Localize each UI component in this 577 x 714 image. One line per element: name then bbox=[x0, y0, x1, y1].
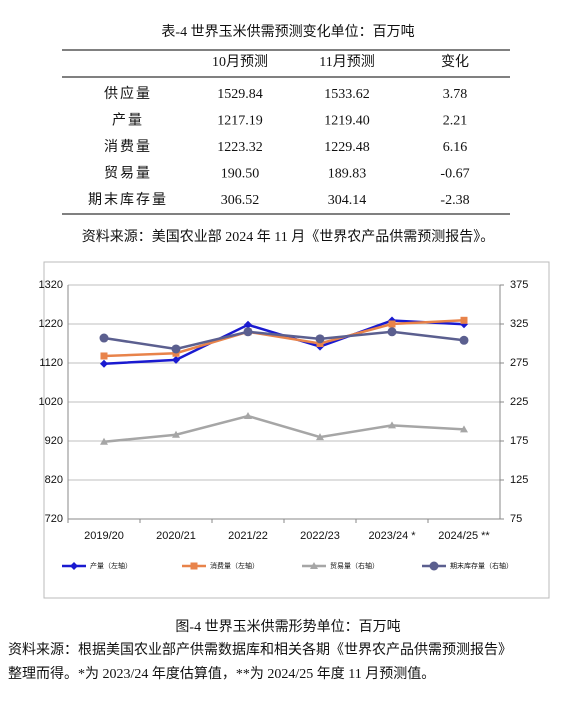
table-cell: 3.78 bbox=[443, 87, 468, 102]
table-cell: 1533.62 bbox=[324, 87, 370, 102]
y-tick-label: 720 bbox=[45, 513, 63, 525]
x-tick-label: 2021/22 bbox=[228, 530, 268, 542]
point bbox=[316, 433, 324, 441]
series-line bbox=[103, 330, 465, 351]
row-label: 贸易量 bbox=[104, 166, 152, 182]
y-tick-label: 1220 bbox=[39, 318, 63, 330]
legend-label: 产量（左轴） bbox=[90, 561, 132, 570]
point bbox=[244, 320, 252, 329]
x-tick-label: 2022/23 bbox=[300, 530, 340, 542]
point bbox=[459, 335, 469, 345]
y-tick-label: 1120 bbox=[39, 357, 63, 369]
table-cell: 189.83 bbox=[328, 167, 367, 182]
table-cell: 190.50 bbox=[221, 167, 260, 182]
y2-tick-label: 325 bbox=[510, 318, 528, 330]
table-header: 11月预测 bbox=[319, 54, 374, 70]
table-cell: 2.21 bbox=[443, 114, 468, 129]
x-tick-label: 2023/24 * bbox=[368, 530, 416, 542]
note-line: 整理而得。*为 2023/24 年度估算值，**为 2024/25 年度 11 … bbox=[8, 665, 435, 682]
table-cell: 304.14 bbox=[328, 193, 367, 208]
point bbox=[388, 320, 396, 328]
point bbox=[315, 334, 325, 344]
table-cell: 1529.84 bbox=[217, 87, 263, 102]
table-title: 表-4 世界玉米供需预测变化单位：百万吨 bbox=[161, 24, 414, 40]
note-line: 资料来源：根据美国农业部产供需数据库和相关各期《世界农产品供需预测报告》 bbox=[8, 642, 512, 658]
x-tick-label: 2019/20 bbox=[84, 530, 124, 542]
table-source: 资料来源：美国农业部 2024 年 11 月《世界农产品供需预测报告》。 bbox=[82, 229, 494, 245]
table-cell: 6.16 bbox=[443, 140, 468, 155]
x-tick-label: 2024/25 ** bbox=[438, 530, 490, 542]
table-header: 10月预测 bbox=[212, 54, 268, 70]
series-line bbox=[103, 319, 465, 358]
y-tick-label: 820 bbox=[45, 474, 63, 486]
row-label: 供应量 bbox=[104, 85, 152, 102]
row-label: 消费量 bbox=[104, 139, 152, 155]
table-header: 变化 bbox=[441, 54, 469, 70]
y2-tick-label: 375 bbox=[510, 279, 528, 291]
figure-caption: 图-4 世界玉米供需形势单位：百万吨 bbox=[175, 619, 400, 635]
y-tick-label: 1320 bbox=[39, 279, 63, 291]
legend-label: 期末库存量（右轴） bbox=[450, 561, 513, 570]
point bbox=[243, 327, 253, 337]
table-cell: 1223.32 bbox=[217, 140, 263, 155]
legend-label: 消费量（左轴） bbox=[210, 561, 259, 570]
y2-tick-label: 75 bbox=[510, 513, 522, 525]
legend-marker bbox=[70, 562, 78, 570]
table-cell: 306.52 bbox=[221, 193, 260, 208]
y2-tick-label: 175 bbox=[510, 435, 528, 447]
legend-label: 贸易量（右轴） bbox=[330, 561, 379, 570]
point bbox=[172, 355, 180, 364]
table-cell: -2.38 bbox=[440, 193, 469, 208]
point bbox=[388, 421, 396, 429]
point bbox=[316, 340, 324, 347]
y2-tick-label: 225 bbox=[510, 396, 528, 408]
legend-marker bbox=[310, 562, 318, 569]
series-line bbox=[103, 319, 465, 366]
legend-marker bbox=[429, 561, 439, 571]
row-label: 产量 bbox=[112, 113, 144, 129]
y-tick-label: 920 bbox=[45, 435, 63, 447]
point bbox=[460, 425, 468, 433]
point bbox=[171, 344, 181, 354]
point bbox=[100, 437, 108, 445]
table-cell: 1229.48 bbox=[324, 140, 370, 155]
point bbox=[100, 352, 108, 360]
table-cell: -0.67 bbox=[440, 167, 469, 182]
y2-tick-label: 125 bbox=[510, 474, 528, 486]
point bbox=[244, 412, 252, 420]
series-line bbox=[103, 414, 465, 444]
chart-frame bbox=[43, 261, 550, 599]
point bbox=[100, 359, 108, 368]
row-label: 期末库存量 bbox=[88, 192, 168, 208]
point bbox=[172, 430, 180, 438]
y2-tick-label: 275 bbox=[510, 357, 528, 369]
table-cell: 1217.19 bbox=[217, 114, 263, 129]
point bbox=[99, 333, 109, 343]
point bbox=[460, 316, 468, 324]
table-cell: 1219.40 bbox=[324, 114, 370, 129]
y-tick-label: 1020 bbox=[39, 396, 63, 408]
x-tick-label: 2020/21 bbox=[156, 530, 196, 542]
point bbox=[387, 327, 397, 337]
legend-marker bbox=[190, 562, 198, 570]
